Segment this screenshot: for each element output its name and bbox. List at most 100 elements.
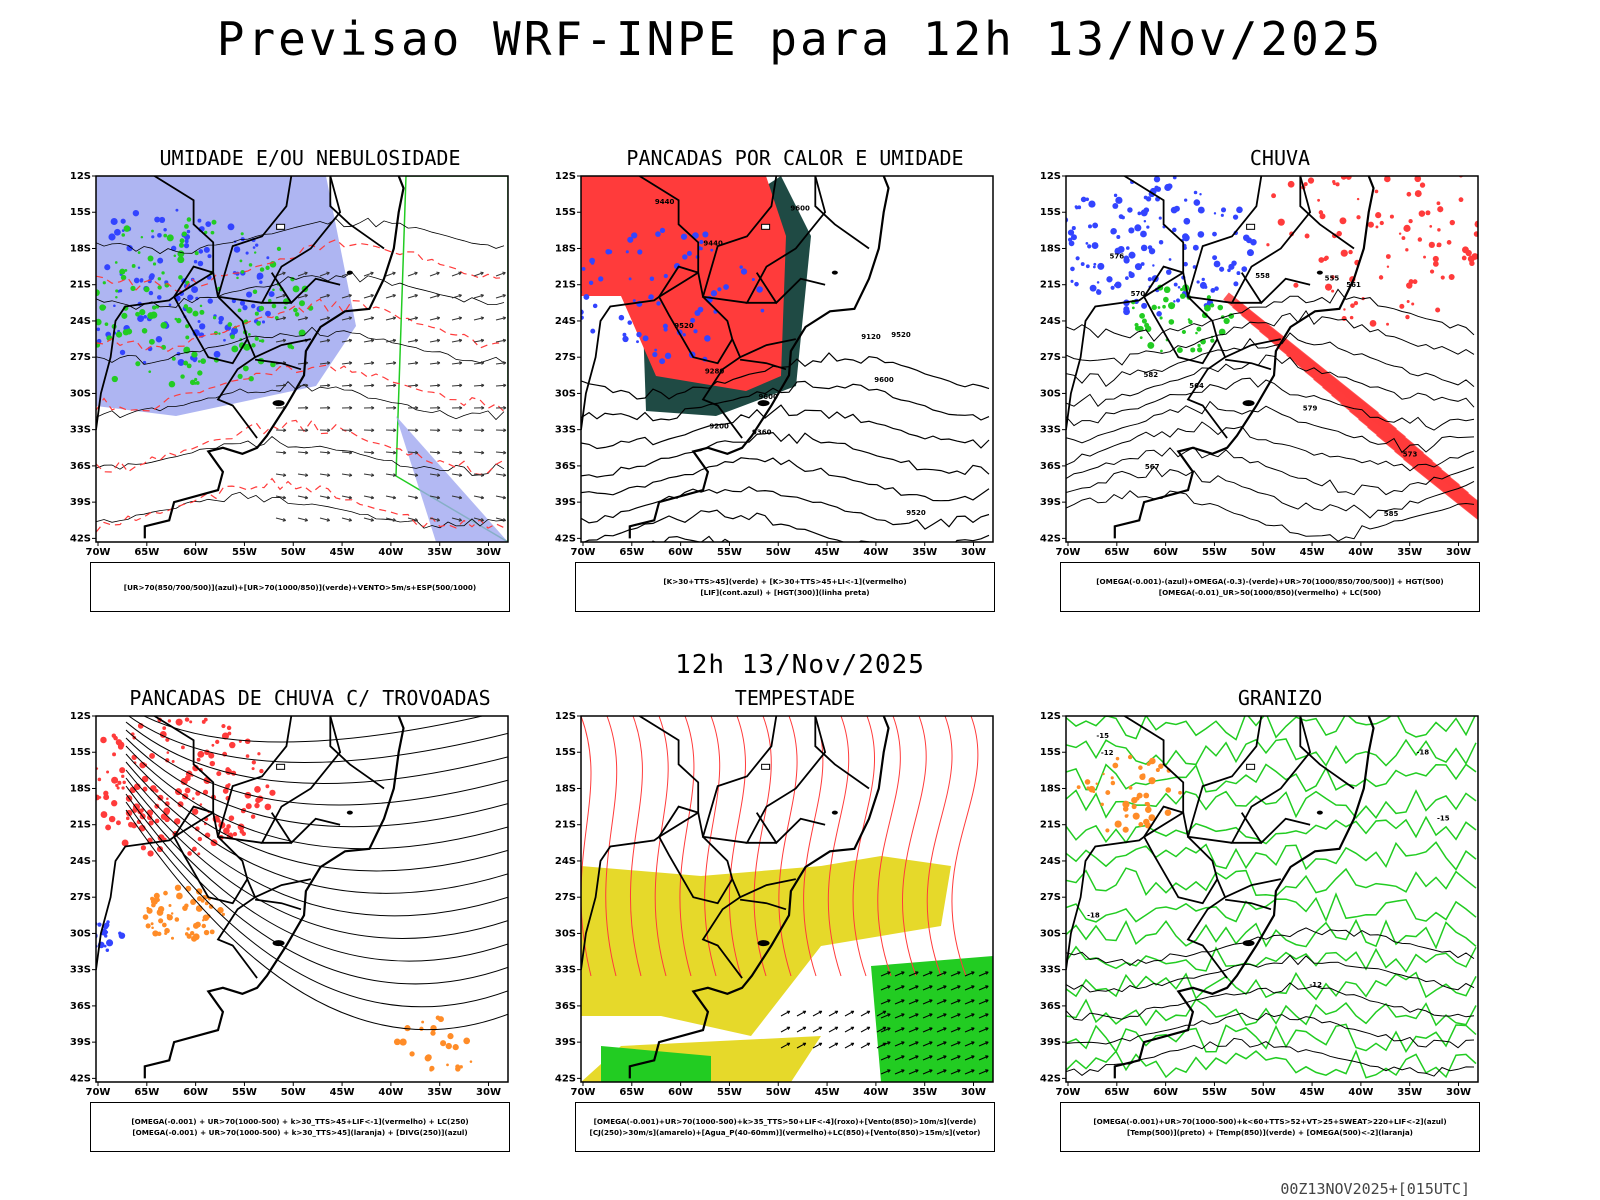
state-border xyxy=(212,272,258,439)
lifted-index-contour xyxy=(618,314,625,321)
wind-vector xyxy=(978,971,989,977)
omega-blue xyxy=(1193,190,1198,195)
storm-orange xyxy=(201,923,206,929)
lat-label: 42S xyxy=(1040,533,1061,544)
lat-label: 24S xyxy=(1040,856,1061,867)
lat-label: 24S xyxy=(70,316,91,327)
storm-red xyxy=(142,786,148,792)
lat-label: 30S xyxy=(70,388,91,399)
wind-vector xyxy=(964,1041,975,1047)
wind-vector xyxy=(349,405,353,410)
wind850-green xyxy=(871,956,993,1082)
storm-orange xyxy=(446,1063,449,1067)
lon-label: 65W xyxy=(1104,547,1129,558)
storm-orange xyxy=(425,1055,429,1059)
humidity-green xyxy=(148,370,152,374)
lifted-index-contour xyxy=(702,231,709,238)
omega-green xyxy=(1139,312,1145,319)
omega-blue xyxy=(1070,279,1074,283)
storm-red xyxy=(189,720,193,724)
storm-red xyxy=(159,730,167,738)
wind-vector xyxy=(348,473,353,477)
omega-blue xyxy=(1243,234,1250,242)
wind-vector xyxy=(901,1041,905,1045)
wind-vector xyxy=(451,495,462,499)
temp850-contour xyxy=(1066,841,1477,871)
map-frame xyxy=(95,715,509,1083)
wind-vector xyxy=(964,985,975,991)
rain-red xyxy=(1367,221,1374,228)
lake xyxy=(346,810,353,815)
wind-vector xyxy=(887,1069,891,1073)
lifted-index-contour xyxy=(682,254,688,260)
wind-vector xyxy=(392,495,397,500)
lon-label: 30W xyxy=(476,547,501,558)
storm-orange xyxy=(203,929,210,936)
omega-blue xyxy=(1110,285,1115,290)
humidity-blue xyxy=(104,264,111,271)
wind-vector xyxy=(385,339,396,343)
rain-red xyxy=(1319,213,1326,220)
humidity-blue xyxy=(239,300,246,306)
wind-vector xyxy=(363,495,374,499)
wind-vector xyxy=(876,1042,887,1049)
rain-red xyxy=(1341,316,1347,322)
lon-label: 40W xyxy=(1348,547,1373,558)
omega-blue xyxy=(1092,265,1096,269)
storm-red xyxy=(140,845,147,851)
storm-orange xyxy=(452,1044,459,1051)
wind-vector xyxy=(385,317,396,321)
wind-vector xyxy=(392,316,397,320)
omega500-orange xyxy=(1105,828,1110,833)
omega-blue xyxy=(1128,251,1136,259)
wind-vector xyxy=(451,451,463,454)
wind-vector xyxy=(304,473,309,477)
wind-vector xyxy=(844,1042,855,1049)
wind-vector xyxy=(880,985,891,991)
storm-red xyxy=(171,759,175,763)
wind-vector xyxy=(363,517,374,522)
rain-red xyxy=(1317,198,1320,202)
wind-vector xyxy=(915,1055,919,1059)
lon-label: 60W xyxy=(183,1087,208,1098)
omega-blue xyxy=(1085,264,1090,269)
lat-label: 12S xyxy=(1040,712,1061,722)
wind-vector xyxy=(844,1010,855,1017)
divergence-blue xyxy=(97,922,102,927)
caption-box: [OMEGA(-0.001)-(azul)+OMEGA(-0.3)-(verde… xyxy=(1060,562,1480,612)
rain-red xyxy=(1375,212,1382,219)
lat-label: 24S xyxy=(555,316,576,327)
humidity-green xyxy=(141,328,148,334)
storm-red xyxy=(211,743,215,747)
wind-vector xyxy=(407,317,418,321)
wind-vector xyxy=(371,383,375,388)
wind-vector xyxy=(370,495,375,500)
streamline xyxy=(125,737,508,828)
storm-red xyxy=(85,761,92,768)
rain-red xyxy=(1332,180,1336,184)
wind-vector xyxy=(812,1042,823,1049)
contour-label: -15 xyxy=(1437,814,1450,822)
wind-vector xyxy=(363,384,375,387)
wind-vector xyxy=(326,495,331,500)
humidity-green xyxy=(90,309,93,312)
caption-line: [OMEGA(-0.001) + UR>70(1000-500) + k>30_… xyxy=(132,1128,468,1137)
omega-blue xyxy=(1140,230,1147,238)
humidity-blue xyxy=(137,315,145,323)
storm-orange xyxy=(184,903,189,908)
streamline xyxy=(125,721,508,784)
contour-label: -12 xyxy=(1309,981,1322,989)
omega500-orange xyxy=(1095,782,1098,785)
wind-vector xyxy=(834,1026,839,1030)
wind-vector xyxy=(327,405,331,410)
storm-red xyxy=(115,783,119,788)
omega-blue xyxy=(1172,176,1177,180)
wind-vector xyxy=(971,1069,975,1073)
contour-label: 9440 xyxy=(655,198,675,206)
omega-blue xyxy=(1110,227,1117,235)
humidity-green xyxy=(254,336,259,341)
lon-label: 70W xyxy=(571,547,596,558)
wind-vector xyxy=(326,518,331,522)
rain-red xyxy=(1271,193,1277,199)
wind-vector xyxy=(341,294,352,299)
